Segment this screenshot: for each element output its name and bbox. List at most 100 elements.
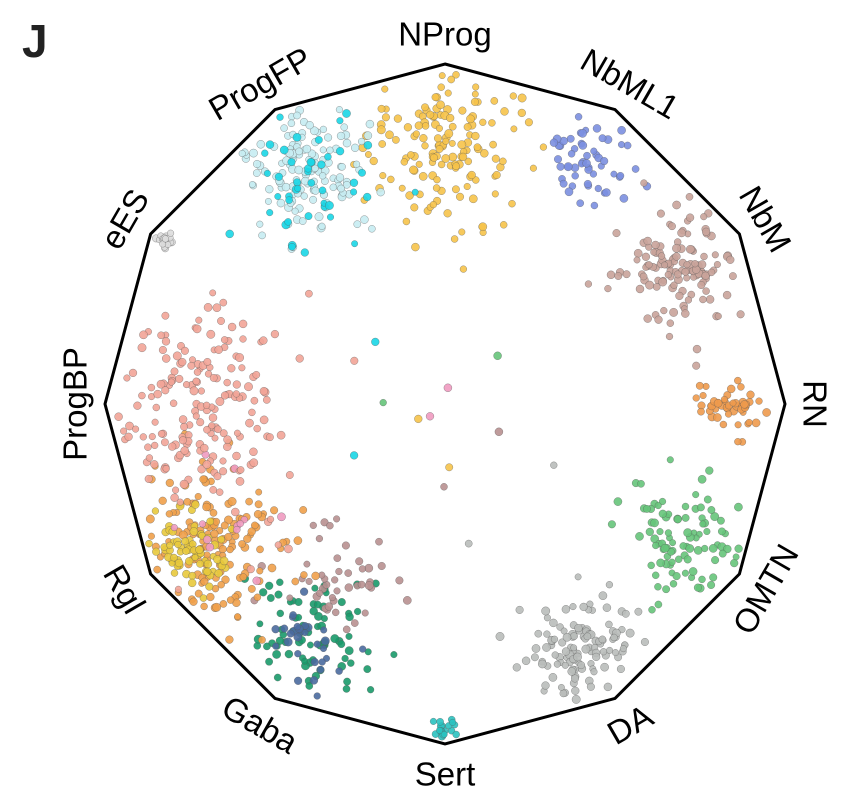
point-gaba-mauve: [333, 587, 341, 595]
point-pink: [252, 576, 261, 586]
point-nbml1: [583, 151, 591, 160]
point-sert: [452, 730, 460, 739]
point-omtn: [710, 512, 720, 522]
point-gaba-blue: [293, 632, 303, 642]
point-gaba-mauve: [344, 569, 353, 577]
point-gaba: [259, 588, 268, 597]
point-gaba-mauve: [402, 596, 412, 605]
point-mid-omtn: [493, 351, 502, 361]
point-gaba-blue: [335, 667, 343, 675]
point-progbp: [192, 324, 202, 334]
point-rgl: [253, 593, 262, 602]
point-rn: [726, 384, 736, 394]
point-gaba-mauve: [316, 589, 324, 597]
point-nprog: [479, 118, 487, 126]
point-progfp-light: [252, 169, 261, 177]
point-gaba-mauve: [324, 602, 334, 611]
point-gaba-blue: [280, 624, 289, 633]
point-nprog: [433, 176, 441, 184]
point-nbm: [692, 361, 701, 370]
point-nbm: [683, 261, 691, 269]
point-rgl: [183, 497, 192, 506]
point-rgl: [217, 580, 225, 589]
point-nprog: [421, 122, 430, 130]
point-da: [542, 643, 551, 652]
point-omtn: [683, 528, 693, 538]
point-nprog: [444, 89, 452, 97]
point-progfp-dark: [318, 186, 327, 195]
point-progbp: [223, 378, 231, 387]
point-nprog: [421, 142, 429, 150]
point-nbml1: [617, 141, 626, 149]
point-nprog: [412, 130, 420, 138]
point-rn: [737, 383, 745, 391]
point-progbp: [284, 544, 293, 554]
point-da: [550, 635, 559, 643]
point-nprog: [480, 149, 489, 158]
point-gaba: [265, 581, 274, 590]
point-nprog: [437, 160, 446, 169]
point-progbp: [139, 330, 148, 340]
point-progbp: [161, 354, 171, 363]
point-mid-mauve: [440, 483, 448, 491]
point-rgl-yellow: [182, 547, 190, 555]
point-omtn: [692, 491, 700, 499]
point-nprog: [435, 145, 444, 153]
point-progbp: [192, 377, 200, 386]
point-omtn: [707, 506, 716, 514]
point-progbp: [175, 374, 184, 383]
point-nprog: [443, 209, 452, 218]
point-rn: [746, 390, 755, 399]
point-nbm: [664, 271, 672, 279]
point-rgl-yellow: [203, 559, 213, 569]
point-nprog: [508, 199, 516, 208]
point-progbp: [350, 356, 359, 365]
point-progfp-dark: [314, 135, 323, 144]
point-progbp: [169, 399, 178, 408]
point-mid-nprog: [445, 463, 454, 472]
point-rn: [713, 413, 722, 422]
point-progfp-light: [310, 126, 319, 136]
point-progfp-light: [281, 182, 291, 192]
point-da: [571, 694, 581, 704]
point-progfp-light: [319, 172, 327, 180]
point-omtn: [698, 575, 706, 584]
point-da: [548, 673, 558, 682]
vertex-label-sert: Sert: [415, 756, 476, 793]
point-mid-progfp: [371, 337, 380, 347]
point-nbm: [651, 240, 660, 250]
vertex-label-nbml1: NbML1: [575, 41, 686, 126]
point-gaba-blue: [359, 645, 367, 653]
point-progbp: [245, 418, 254, 428]
point-nbm: [691, 260, 699, 268]
point-nbm: [685, 192, 694, 201]
point-progbp: [219, 467, 228, 476]
point-progbp: [239, 335, 247, 343]
point-progfp-light: [293, 111, 301, 120]
point-progbp: [285, 471, 294, 479]
point-progbp: [176, 498, 184, 506]
point-progfp-light: [314, 212, 324, 222]
point-rgl: [258, 636, 266, 644]
point-progbp: [223, 442, 232, 452]
point-progfp-light: [342, 138, 352, 148]
point-nprog: [429, 153, 439, 162]
point-rgl-yellow: [166, 541, 174, 549]
point-da: [598, 591, 608, 601]
point-nprog: [491, 154, 500, 163]
point-nprog: [418, 172, 428, 181]
point-progfp-light: [357, 137, 366, 146]
point-progfp-dark: [294, 184, 302, 192]
point-nprog: [500, 107, 509, 116]
point-gaba-mauve: [333, 554, 342, 563]
point-rn: [719, 420, 728, 429]
point-da: [512, 663, 521, 672]
point-nbm: [702, 287, 710, 295]
point-nbm: [658, 277, 668, 287]
point-da: [640, 637, 649, 647]
point-nprog: [435, 124, 443, 132]
point-nbm: [707, 268, 716, 277]
point-progbp: [178, 357, 187, 367]
point-nprog: [539, 143, 548, 151]
vertex-label-progbp: ProgBP: [57, 347, 94, 461]
